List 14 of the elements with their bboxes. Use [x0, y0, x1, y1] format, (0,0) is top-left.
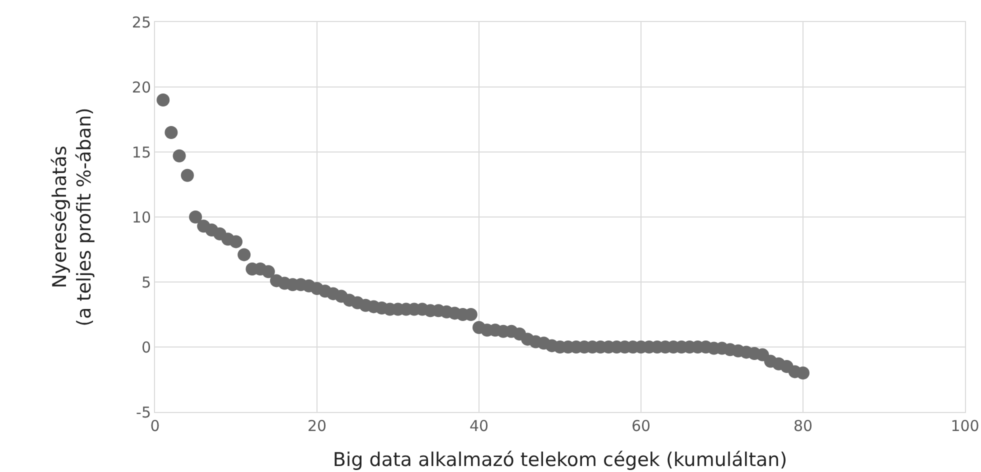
x-tick-label: 40: [469, 417, 489, 435]
y-tick-label: 15: [132, 143, 151, 162]
y-tick-label: 25: [132, 13, 151, 32]
x-tick-label: 100: [950, 417, 980, 435]
y-tick-label: -5: [136, 403, 151, 422]
x-tick-label: 60: [631, 417, 651, 435]
x-axis-title: Big data alkalmazó telekom cégek (kumuláltan): [332, 448, 788, 471]
y-tick-label: 0: [141, 338, 151, 356]
y-axis-title: Nyereséghatás (a teljes profit %-ában): [49, 108, 96, 326]
y-tick-label: 5: [141, 273, 151, 292]
y-tick-label: 10: [132, 208, 151, 226]
x-tick-label: 20: [307, 417, 327, 435]
x-tick-label: 80: [793, 417, 813, 435]
y-tick-label: 20: [132, 78, 151, 96]
